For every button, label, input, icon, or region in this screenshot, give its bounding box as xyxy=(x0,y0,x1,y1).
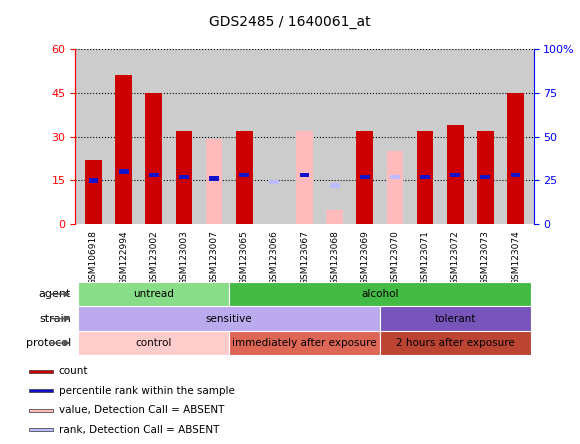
Bar xyxy=(390,174,400,179)
Bar xyxy=(78,331,229,355)
Bar xyxy=(209,176,219,181)
Bar xyxy=(29,408,53,412)
Bar xyxy=(380,306,531,331)
Text: rank, Detection Call = ABSENT: rank, Detection Call = ABSENT xyxy=(59,425,219,435)
Bar xyxy=(78,282,229,306)
Text: protocol: protocol xyxy=(26,338,71,348)
Bar xyxy=(29,389,53,392)
Bar xyxy=(229,282,531,306)
Bar xyxy=(387,151,403,224)
Bar xyxy=(447,125,463,224)
Bar xyxy=(360,174,370,179)
Bar xyxy=(146,93,162,224)
Text: tolerant: tolerant xyxy=(434,313,476,324)
Text: value, Detection Call = ABSENT: value, Detection Call = ABSENT xyxy=(59,405,224,415)
Text: agent: agent xyxy=(38,289,71,299)
Bar xyxy=(299,173,310,177)
Text: strain: strain xyxy=(39,313,71,324)
Text: immediately after exposure: immediately after exposure xyxy=(232,338,377,348)
Bar xyxy=(179,174,189,179)
Bar xyxy=(78,306,380,331)
Bar xyxy=(236,131,252,224)
Bar xyxy=(510,173,520,177)
Bar xyxy=(239,173,249,177)
Text: count: count xyxy=(59,366,88,376)
Bar xyxy=(119,170,129,174)
Bar xyxy=(296,131,313,224)
Bar xyxy=(29,369,53,373)
Bar xyxy=(229,331,380,355)
Bar xyxy=(176,131,192,224)
Text: untread: untread xyxy=(133,289,174,299)
Bar xyxy=(477,131,494,224)
Bar xyxy=(29,428,53,432)
Bar xyxy=(269,180,280,184)
Bar xyxy=(149,173,159,177)
Text: alcohol: alcohol xyxy=(361,289,398,299)
Bar xyxy=(329,183,340,188)
Text: percentile rank within the sample: percentile rank within the sample xyxy=(59,386,234,396)
Bar xyxy=(380,331,531,355)
Bar xyxy=(420,174,430,179)
Bar xyxy=(480,174,490,179)
Bar xyxy=(206,139,222,224)
Text: control: control xyxy=(136,338,172,348)
Bar xyxy=(85,160,101,224)
Bar xyxy=(450,173,460,177)
Text: 2 hours after exposure: 2 hours after exposure xyxy=(396,338,514,348)
Bar xyxy=(327,210,343,224)
Bar xyxy=(89,178,99,182)
Text: sensitive: sensitive xyxy=(206,313,252,324)
Bar xyxy=(417,131,433,224)
Bar xyxy=(357,131,373,224)
Bar xyxy=(115,75,132,224)
Text: GDS2485 / 1640061_at: GDS2485 / 1640061_at xyxy=(209,15,371,29)
Bar xyxy=(508,93,524,224)
